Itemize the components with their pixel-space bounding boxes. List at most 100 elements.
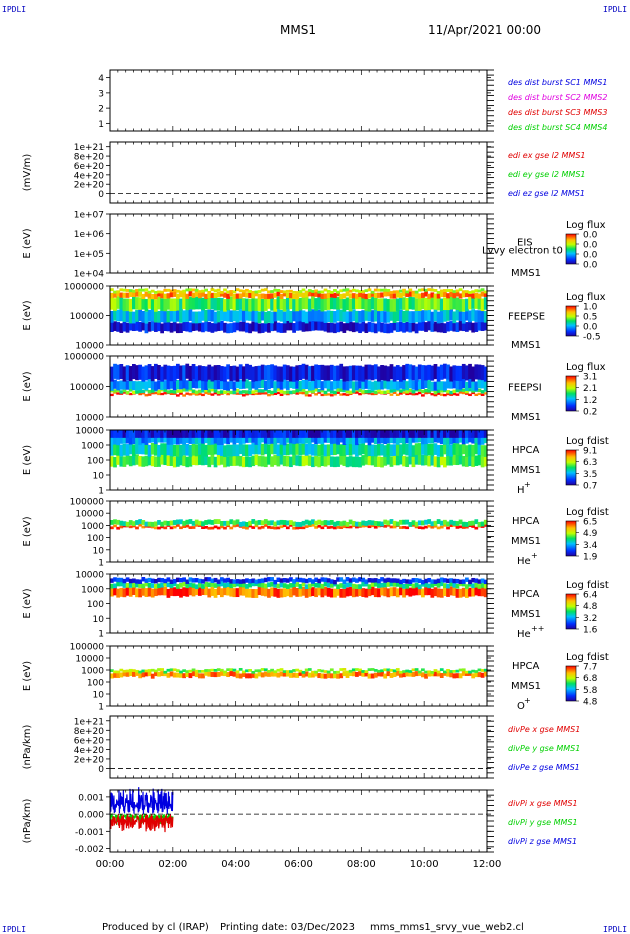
- heatmap-cell: [289, 289, 293, 293]
- heatmap-cell: [157, 321, 161, 332]
- heatmap-cell: [342, 444, 347, 457]
- heatmap-cell: [213, 391, 218, 395]
- heatmap-cell: [119, 309, 124, 322]
- heatmap-cell: [267, 296, 271, 309]
- heatmap-cell: [333, 380, 337, 390]
- heatmap-cell: [449, 444, 454, 457]
- heatmap-cell: [276, 583, 281, 589]
- heatmap-cell: [301, 435, 306, 444]
- heatmap-cell: [276, 455, 281, 467]
- heatmap-cell: [232, 579, 237, 584]
- heatmap-cell: [373, 444, 378, 457]
- heatmap-cell: [163, 321, 168, 332]
- y-axis-label: E (eV): [22, 300, 33, 330]
- heatmap-cell: [191, 578, 196, 583]
- heatmap-cell: [263, 311, 268, 324]
- heatmap-cell: [241, 670, 246, 674]
- heatmap-cell: [339, 309, 344, 322]
- heatmap-cell: [424, 673, 428, 679]
- mission-title: MMS1: [280, 23, 316, 37]
- colorbar-tick-label: 0.0: [583, 251, 598, 261]
- heatmap-cell: [446, 669, 450, 672]
- heatmap-cell: [282, 443, 287, 456]
- heatmap-cell: [461, 668, 466, 672]
- heatmap-cell: [408, 288, 413, 292]
- heatmap-cell: [446, 521, 450, 527]
- heatmap-cell: [251, 293, 256, 299]
- heatmap-cell: [480, 365, 485, 381]
- heatmap-cell: [411, 321, 416, 332]
- heatmap-cell: [408, 364, 413, 380]
- heatmap-cell: [402, 435, 406, 444]
- heatmap-cell: [116, 670, 121, 674]
- heatmap-cell: [458, 454, 463, 465]
- heatmap-cell: [405, 430, 410, 438]
- heatmap-cell: [395, 670, 400, 676]
- heatmap-cell: [263, 392, 268, 395]
- species-charge: +: [524, 696, 531, 705]
- heatmap-cell: [373, 390, 378, 394]
- heatmap-cell: [355, 444, 359, 457]
- heatmap-cell: [150, 578, 155, 583]
- heatmap-cell: [399, 389, 403, 393]
- heatmap-cell: [361, 524, 366, 528]
- heatmap-cell: [320, 443, 325, 456]
- heatmap-cell: [251, 321, 256, 332]
- heatmap-cell: [163, 454, 168, 466]
- heatmap-cell: [119, 581, 124, 587]
- heatmap-cell: [449, 308, 454, 321]
- heatmap-cell: [417, 578, 422, 584]
- heatmap-cell: [270, 671, 274, 677]
- heatmap-cell: [336, 365, 340, 381]
- heatmap-cell: [477, 430, 482, 438]
- heatmap-cell: [461, 670, 466, 676]
- heatmap-cell: [439, 430, 444, 438]
- heatmap-cell: [348, 671, 353, 677]
- heatmap-cell: [339, 430, 344, 438]
- heatmap-cell: [257, 311, 262, 324]
- heatmap-cell: [329, 668, 334, 672]
- legend-entry: divPe x gse MMS1: [508, 725, 580, 734]
- heatmap-cell: [351, 430, 356, 438]
- heatmap-cell: [150, 294, 155, 300]
- heatmap-cell: [194, 393, 199, 396]
- heatmap-cell: [468, 430, 472, 438]
- heatmap-cell: [345, 443, 350, 456]
- heatmap-cell: [433, 520, 438, 526]
- heatmap-cell: [138, 309, 143, 322]
- heatmap-cell: [122, 583, 127, 588]
- heatmap-cell: [386, 291, 391, 297]
- colorbar-tick-label: 1.6: [583, 626, 598, 636]
- heatmap-cell: [279, 578, 284, 583]
- heatmap-cell: [311, 672, 315, 678]
- heatmap-cell: [194, 430, 199, 438]
- heatmap-cell: [461, 311, 466, 324]
- heatmap-cell: [370, 673, 375, 679]
- heatmap-cell: [270, 378, 274, 389]
- heatmap-cell: [157, 430, 161, 438]
- heatmap-cell: [304, 321, 309, 332]
- heatmap-cell: [471, 456, 476, 467]
- heatmap-cell: [430, 582, 435, 588]
- heatmap-cell: [254, 388, 259, 393]
- heatmap-cell: [380, 430, 384, 438]
- y-tick-label: -0.002: [75, 845, 104, 855]
- heatmap-cell: [285, 526, 290, 530]
- heatmap-cell: [342, 288, 347, 292]
- heatmap-cell: [257, 526, 262, 530]
- heatmap-cell: [172, 672, 177, 678]
- heatmap-cell: [147, 389, 152, 394]
- colorbar-tick-label: 0.0: [583, 323, 598, 333]
- heatmap-cell: [245, 434, 249, 443]
- heatmap-cell: [226, 668, 230, 672]
- heatmap-cell: [201, 297, 205, 311]
- heatmap-cell: [197, 586, 202, 596]
- heatmap-cell: [399, 321, 403, 332]
- heatmap-cell: [226, 381, 230, 391]
- heatmap-cell: [279, 430, 284, 438]
- heatmap-cell: [436, 526, 441, 530]
- heatmap-cell: [307, 455, 312, 466]
- heatmap-cell: [399, 297, 403, 310]
- heatmap-cell: [138, 436, 143, 445]
- heatmap-cell: [125, 292, 130, 298]
